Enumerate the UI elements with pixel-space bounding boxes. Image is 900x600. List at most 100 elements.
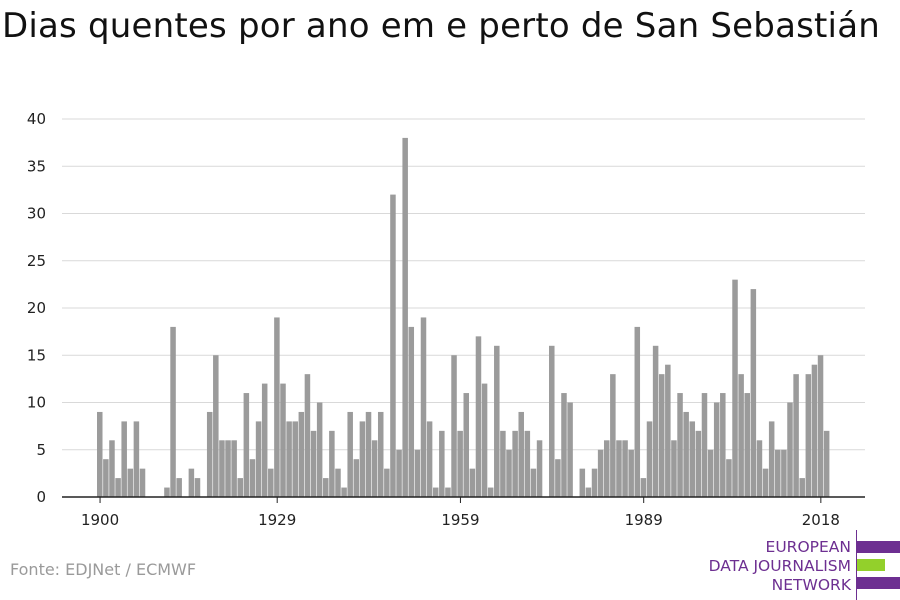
bar-1969 bbox=[518, 411, 524, 497]
bar-2014 bbox=[793, 374, 799, 497]
bar-1950 bbox=[402, 137, 408, 497]
bar-1961 bbox=[469, 468, 476, 497]
bar-1927 bbox=[261, 383, 268, 497]
bar-1947 bbox=[384, 468, 390, 497]
bar-1949 bbox=[396, 449, 402, 497]
bar-1935 bbox=[310, 430, 317, 497]
bar-1937 bbox=[323, 478, 329, 497]
bar-2011 bbox=[775, 449, 781, 497]
bar-1958 bbox=[451, 355, 457, 497]
bar-2013 bbox=[787, 402, 793, 497]
bar-1986 bbox=[622, 440, 628, 497]
bar-1984 bbox=[610, 374, 616, 497]
bar-1972 bbox=[536, 440, 543, 497]
bar-1979 bbox=[579, 468, 586, 497]
bar-1913 bbox=[176, 478, 182, 497]
bar-1965 bbox=[494, 345, 500, 497]
y-tick-label: 25 bbox=[27, 252, 46, 270]
y-tick-label: 15 bbox=[27, 346, 46, 364]
bar-1945 bbox=[371, 440, 378, 497]
bar-1901 bbox=[103, 459, 109, 497]
logo-line-1: EUROPEAN bbox=[765, 538, 851, 556]
bar-1912 bbox=[170, 326, 176, 497]
bar-2016 bbox=[805, 374, 812, 497]
bar-1904 bbox=[121, 421, 127, 497]
bar-1938 bbox=[329, 430, 335, 497]
bar-1966 bbox=[500, 430, 506, 497]
bar-1981 bbox=[591, 468, 598, 497]
bar-1929 bbox=[274, 317, 280, 497]
y-tick-label: 40 bbox=[27, 110, 46, 128]
bar-1918 bbox=[206, 411, 213, 497]
bar-1944 bbox=[365, 411, 372, 497]
bar-1987 bbox=[628, 449, 634, 497]
y-tick-label: 30 bbox=[27, 205, 46, 223]
x-tick-label: 1989 bbox=[625, 511, 663, 529]
edjnet-logo: EUROPEAN DATA JOURNALISM NETWORK bbox=[680, 530, 900, 600]
bar-1997 bbox=[689, 421, 696, 497]
bar-2008 bbox=[756, 440, 763, 497]
x-tick-label: 1900 bbox=[81, 511, 119, 529]
y-tick-labels: 0 5 10 15 20 25 30 35 40 bbox=[27, 110, 46, 506]
bar-1962 bbox=[475, 336, 482, 497]
bar-1916 bbox=[194, 478, 201, 497]
bar-2019 bbox=[823, 430, 830, 497]
bar-1963 bbox=[481, 383, 488, 497]
bar-1964 bbox=[487, 487, 494, 497]
logo-divider bbox=[856, 530, 857, 600]
y-tick-label: 5 bbox=[36, 441, 46, 459]
bar-1957 bbox=[445, 487, 451, 497]
y-tick-label: 35 bbox=[27, 157, 46, 175]
logo-bar-purple-top bbox=[857, 541, 900, 553]
bar-1980 bbox=[585, 487, 592, 497]
bar-1900 bbox=[97, 411, 103, 497]
bar-1939 bbox=[335, 468, 341, 497]
bar-1992 bbox=[658, 374, 665, 497]
y-tick-label: 20 bbox=[27, 299, 46, 317]
bar-chart: 0 5 10 15 20 25 30 35 40 1900 1929 1959 1989 2018 bbox=[27, 110, 865, 529]
logo-line-3: NETWORK bbox=[771, 576, 851, 594]
chart-title: Dias quentes por ano em e perto de San S… bbox=[2, 6, 880, 46]
bar-1922 bbox=[231, 440, 237, 497]
bar-2002 bbox=[720, 393, 726, 497]
bar-1952 bbox=[414, 449, 421, 497]
x-tick-label: 1959 bbox=[441, 511, 479, 529]
bar-1982 bbox=[597, 449, 604, 497]
bar-2004 bbox=[732, 279, 738, 497]
bar-1988 bbox=[634, 326, 641, 497]
bar-1924 bbox=[243, 393, 250, 497]
x-tick-labels: 1900 1929 1959 1989 2018 bbox=[81, 497, 840, 529]
bar-1932 bbox=[292, 421, 298, 497]
bar-1946 bbox=[377, 411, 384, 497]
x-tick-label: 2018 bbox=[802, 511, 840, 529]
bar-1954 bbox=[426, 421, 433, 497]
bar-1976 bbox=[561, 393, 567, 497]
bar-2006 bbox=[744, 393, 750, 497]
bar-1995 bbox=[677, 393, 683, 497]
bar-1928 bbox=[268, 468, 274, 497]
bar-1959 bbox=[457, 430, 463, 497]
bar-1936 bbox=[316, 402, 323, 497]
bar-1991 bbox=[652, 345, 659, 497]
bar-1941 bbox=[347, 411, 353, 497]
bar-1953 bbox=[420, 317, 427, 497]
bar-1990 bbox=[646, 421, 653, 497]
bar-1967 bbox=[506, 449, 512, 497]
bar-2015 bbox=[799, 478, 805, 497]
bar-2012 bbox=[781, 449, 787, 497]
bar-1989 bbox=[640, 478, 647, 497]
bar-1934 bbox=[304, 374, 311, 497]
logo-bar-purple-bottom bbox=[857, 577, 900, 589]
bar-1931 bbox=[286, 421, 292, 497]
bar-1919 bbox=[213, 355, 219, 497]
bar-2005 bbox=[738, 374, 744, 497]
bar-1974 bbox=[549, 345, 555, 497]
bar-1970 bbox=[524, 430, 531, 497]
bar-1942 bbox=[353, 459, 360, 497]
bar-2000 bbox=[707, 449, 714, 497]
logo-bar-green bbox=[857, 559, 885, 571]
bar-1999 bbox=[701, 393, 708, 497]
bar-1977 bbox=[567, 402, 573, 497]
bar-1993 bbox=[665, 364, 671, 497]
bar-2017 bbox=[811, 364, 818, 497]
